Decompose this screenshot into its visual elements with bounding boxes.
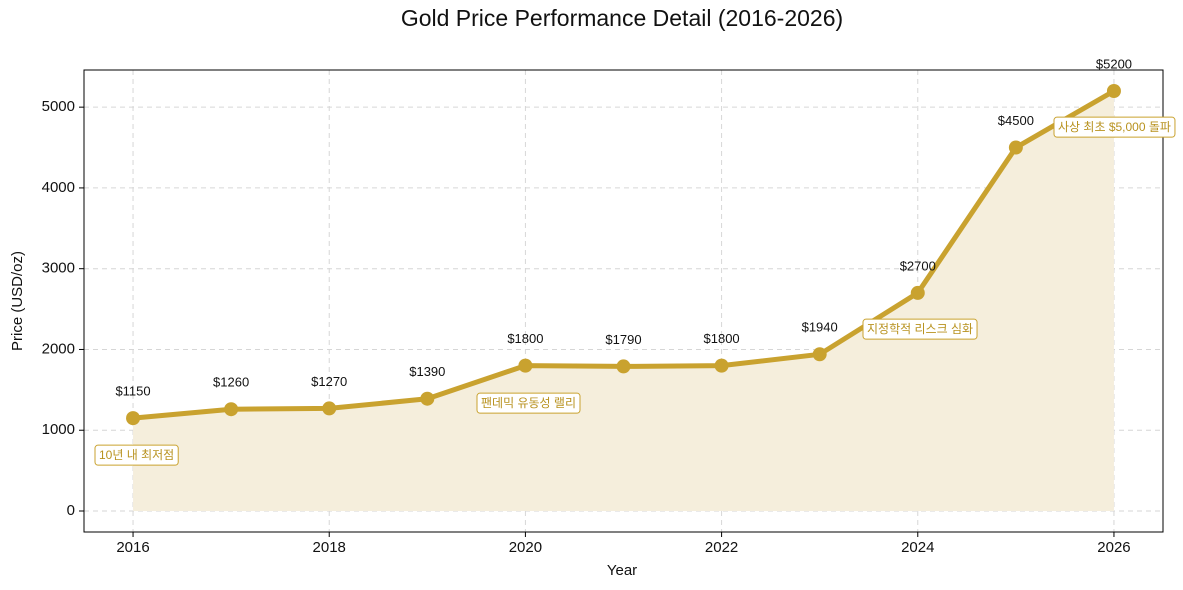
annotation: 사상 최초 $5,000 돌파 — [1053, 116, 1176, 138]
value-label: $2700 — [900, 258, 936, 273]
annotation-box — [1053, 116, 1176, 138]
point — [224, 402, 239, 417]
value-label: $1790 — [605, 332, 641, 347]
annotation-text: 10년 내 최저점 — [99, 448, 174, 462]
point — [812, 347, 827, 362]
y-tick-label: 0 — [67, 502, 75, 519]
x-tick-label: 2022 — [705, 539, 738, 556]
value-label: $1390 — [409, 364, 445, 379]
point — [1008, 140, 1023, 155]
point — [126, 411, 141, 426]
value-label: $1800 — [704, 331, 740, 346]
value-label: $1150 — [115, 384, 150, 399]
point — [910, 285, 925, 300]
annotation: 지정학적 리스크 심화 — [862, 318, 978, 340]
annotation-box — [94, 444, 179, 466]
point — [420, 391, 435, 406]
point — [518, 358, 533, 373]
point — [714, 358, 729, 373]
point — [1106, 84, 1121, 98]
plot-frame — [83, 69, 1164, 533]
x-tick-label: 2016 — [116, 539, 149, 556]
y-tick-label: 2000 — [42, 340, 75, 357]
annotation-text: 지정학적 리스크 심화 — [867, 322, 973, 336]
annotation-box — [862, 318, 978, 340]
y-tick-label: 3000 — [42, 260, 75, 277]
x-axis-label: Year — [607, 562, 637, 579]
value-label: $1270 — [311, 374, 347, 389]
x-tick-label: 2018 — [313, 539, 346, 556]
point — [322, 401, 337, 416]
chart-title: Gold Price Performance Detail (2016-2026… — [401, 5, 843, 31]
point — [616, 359, 631, 374]
x-tick-label: 2024 — [901, 539, 934, 556]
annotation: 10년 내 최저점 — [94, 444, 179, 466]
value-label: $1800 — [507, 331, 543, 346]
annotation: 팬데믹 유동성 랠리 — [476, 392, 581, 414]
annotation-text: 사상 최초 $5,000 돌파 — [1058, 120, 1171, 134]
value-label: $4500 — [998, 113, 1034, 128]
value-label: $1260 — [213, 375, 249, 390]
annotation-box — [476, 392, 581, 414]
y-axis-label: Price (USD/oz) — [9, 251, 26, 351]
y-tick-label: 4000 — [42, 179, 75, 196]
value-label: $5200 — [1096, 56, 1132, 71]
x-tick-label: 2026 — [1097, 539, 1130, 556]
value-label: $1940 — [802, 320, 838, 335]
y-tick-label: 1000 — [42, 421, 75, 438]
y-tick-label: 5000 — [42, 98, 75, 115]
area — [133, 91, 1114, 511]
annotation-text: 팬데믹 유동성 랠리 — [481, 396, 576, 410]
x-tick-label: 2020 — [509, 539, 542, 556]
